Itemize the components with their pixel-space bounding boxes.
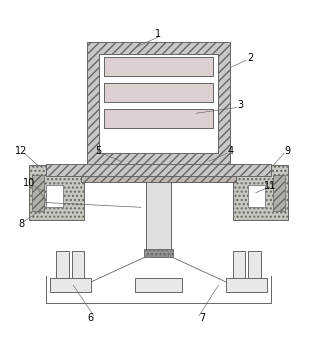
Bar: [47, 164, 270, 176]
Text: 11: 11: [264, 181, 277, 191]
Bar: [100, 54, 217, 153]
Text: 9: 9: [285, 146, 291, 156]
Bar: [233, 251, 245, 279]
Text: 4: 4: [228, 146, 234, 156]
Bar: [104, 83, 213, 102]
Bar: [233, 165, 288, 220]
Bar: [104, 109, 213, 128]
Text: 7: 7: [200, 313, 206, 323]
Bar: [146, 176, 171, 250]
Bar: [46, 185, 63, 207]
Bar: [104, 109, 213, 128]
Bar: [50, 278, 91, 292]
Text: 1: 1: [155, 29, 162, 39]
Bar: [104, 57, 213, 76]
Bar: [248, 185, 265, 207]
Bar: [273, 175, 285, 211]
Text: 3: 3: [237, 100, 244, 110]
Bar: [144, 249, 173, 257]
Text: 10: 10: [23, 178, 35, 188]
Text: 2: 2: [247, 53, 253, 63]
Bar: [104, 57, 213, 76]
Bar: [104, 83, 213, 102]
Bar: [29, 165, 84, 220]
Bar: [72, 251, 84, 279]
Bar: [32, 175, 44, 211]
Bar: [135, 278, 182, 292]
Text: 5: 5: [95, 146, 102, 156]
Bar: [87, 42, 230, 165]
Bar: [56, 251, 68, 279]
Bar: [81, 176, 236, 182]
Bar: [249, 251, 261, 279]
Text: 8: 8: [18, 219, 24, 229]
Bar: [226, 278, 267, 292]
Text: 6: 6: [87, 313, 94, 323]
Text: 12: 12: [15, 146, 27, 156]
